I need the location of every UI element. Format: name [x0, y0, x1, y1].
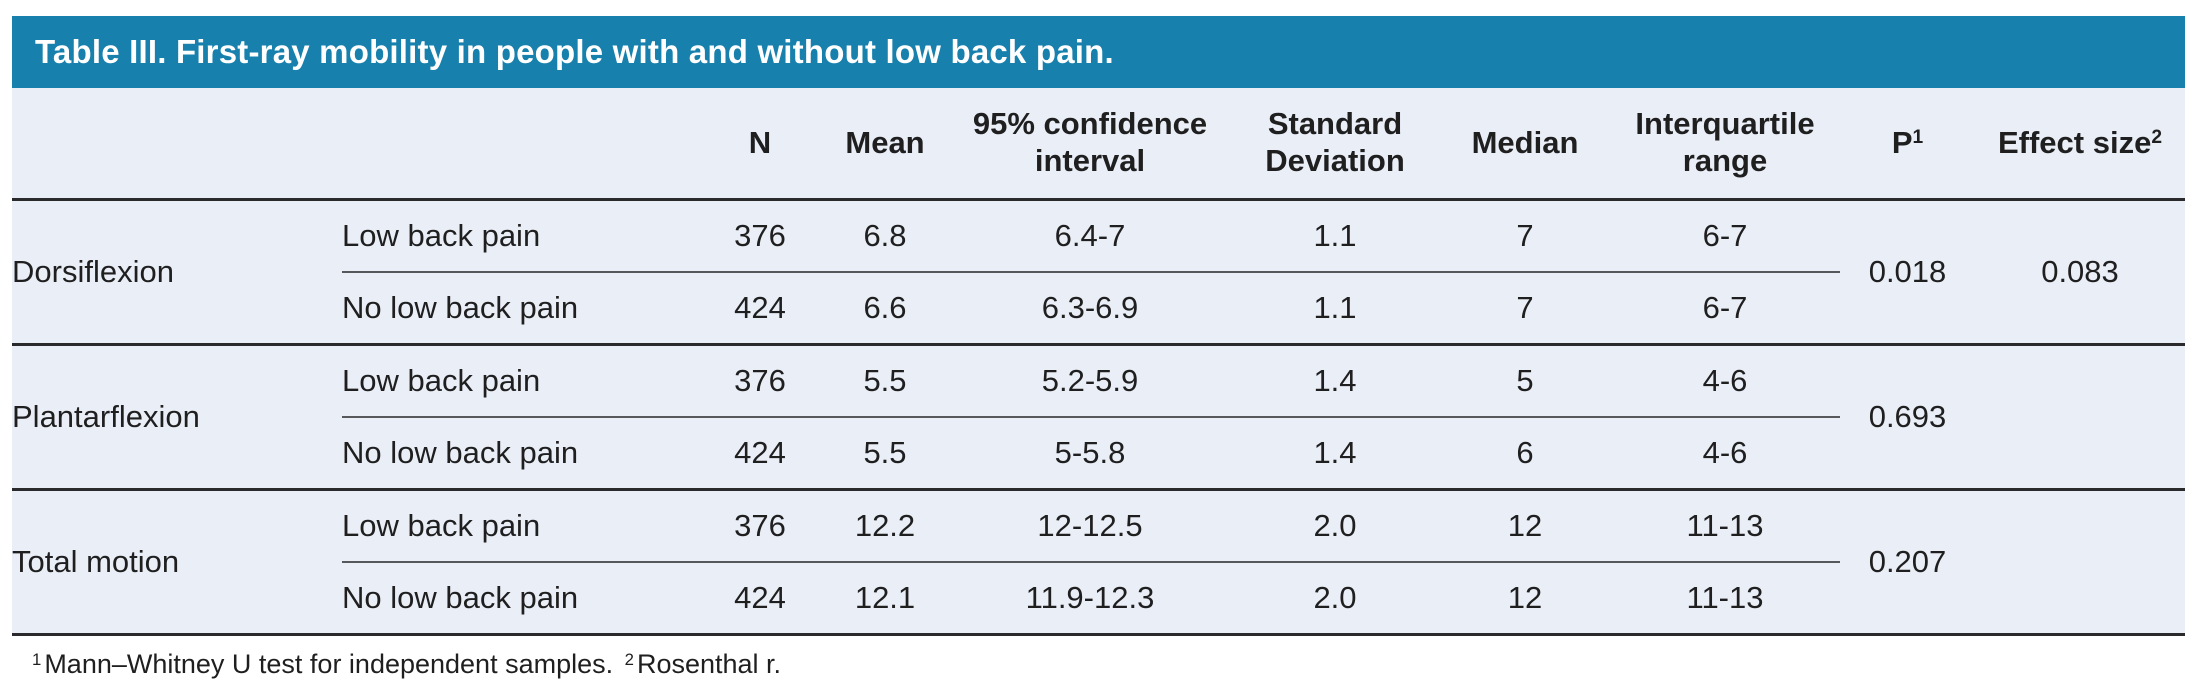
cell-ci: 5.2-5.9 [950, 344, 1230, 418]
footnote-2-superscript: 2 [624, 649, 634, 669]
cell-median: 12 [1440, 562, 1610, 636]
cell-median: 5 [1440, 344, 1610, 418]
cell-sd: 2.0 [1230, 562, 1440, 636]
cell-ci: 12-12.5 [950, 489, 1230, 563]
cell-ci: 6.3-6.9 [950, 272, 1230, 346]
row-group-label-total-motion: Total motion [12, 489, 342, 636]
col-header-effect-label: Effect size [1997, 124, 2152, 160]
col-header-sd: Standard Deviation [1230, 88, 1440, 201]
cell-n: 424 [700, 562, 820, 636]
col-header-p: P1 [1840, 88, 1975, 201]
table-title: Table III. First-ray mobility in people … [35, 33, 1114, 70]
col-header-median: Median [1440, 88, 1610, 201]
cell-ci: 5-5.8 [950, 417, 1230, 491]
cell-median: 7 [1440, 272, 1610, 346]
col-header-ci: 95% confidence interval [950, 88, 1230, 201]
header-spacer-group [342, 88, 700, 201]
stats-table: N Mean 95% confidence interval Standard … [12, 88, 2185, 636]
cell-sd: 1.1 [1230, 272, 1440, 346]
cell-subgroup: No low back pain [342, 562, 700, 636]
table-header-row: N Mean 95% confidence interval Standard … [12, 88, 2185, 201]
cell-ci: 11.9-12.3 [950, 562, 1230, 636]
cell-effect-size [1975, 489, 2185, 636]
cell-mean: 12.1 [820, 562, 950, 636]
cell-mean: 5.5 [820, 344, 950, 418]
cell-median: 7 [1440, 199, 1610, 273]
table-row-total-motion-no-lbp: No low back pain 424 12.1 11.9-12.3 2.0 … [12, 562, 2185, 636]
cell-subgroup: No low back pain [342, 272, 700, 346]
col-header-effect-superscript: 2 [2151, 127, 2163, 149]
cell-n: 376 [700, 199, 820, 273]
cell-subgroup: Low back pain [342, 344, 700, 418]
cell-subgroup: No low back pain [342, 417, 700, 491]
table-row-dorsiflexion-no-lbp: No low back pain 424 6.6 6.3-6.9 1.1 7 6… [12, 272, 2185, 346]
header-spacer-label [12, 88, 342, 201]
cell-iqr: 11-13 [1610, 489, 1840, 563]
cell-mean: 6.8 [820, 199, 950, 273]
cell-sd: 1.1 [1230, 199, 1440, 273]
table-row-plantarflexion-no-lbp: No low back pain 424 5.5 5-5.8 1.4 6 4-6 [12, 417, 2185, 491]
cell-sd: 2.0 [1230, 489, 1440, 563]
cell-n: 424 [700, 272, 820, 346]
table-row-dorsiflexion-lbp: Dorsiflexion Low back pain 376 6.8 6.4-7… [12, 199, 2185, 346]
row-group-label-dorsiflexion: Dorsiflexion [12, 199, 342, 346]
table-figure: Table III. First-ray mobility in people … [12, 16, 2185, 680]
cell-n: 376 [700, 489, 820, 563]
cell-sd: 1.4 [1230, 344, 1440, 418]
cell-ci: 6.4-7 [950, 199, 1230, 273]
cell-subgroup: Low back pain [342, 199, 700, 273]
row-group-label-plantarflexion: Plantarflexion [12, 344, 342, 491]
col-header-iqr: Interquartile range [1610, 88, 1840, 201]
cell-effect-size: 0.083 [1975, 199, 2185, 346]
cell-median: 6 [1440, 417, 1610, 491]
col-header-p-label: P [1891, 124, 1913, 160]
cell-subgroup: Low back pain [342, 489, 700, 563]
cell-p-value: 0.693 [1840, 344, 1975, 491]
table-row-total-motion-lbp: Total motion Low back pain 376 12.2 12-1… [12, 489, 2185, 636]
footnote-1-superscript: 1 [32, 649, 42, 669]
table-row-plantarflexion-lbp: Plantarflexion Low back pain 376 5.5 5.2… [12, 344, 2185, 491]
footnote-2-text: Rosenthal r. [636, 649, 782, 679]
table-title-bar: Table III. First-ray mobility in people … [12, 16, 2185, 88]
col-header-n: N [700, 88, 820, 201]
footnote: 1 Mann–Whitney U test for independent sam… [12, 636, 2185, 680]
cell-effect-size [1975, 344, 2185, 491]
cell-n: 424 [700, 417, 820, 491]
cell-n: 376 [700, 344, 820, 418]
cell-sd: 1.4 [1230, 417, 1440, 491]
col-header-p-superscript: 1 [1912, 127, 1924, 149]
cell-mean: 12.2 [820, 489, 950, 563]
col-header-effect-size: Effect size2 [1975, 88, 2185, 201]
cell-iqr: 6-7 [1610, 199, 1840, 273]
cell-iqr: 6-7 [1610, 272, 1840, 346]
cell-median: 12 [1440, 489, 1610, 563]
col-header-mean: Mean [820, 88, 950, 201]
cell-mean: 6.6 [820, 272, 950, 346]
cell-p-value: 0.018 [1840, 199, 1975, 346]
cell-iqr: 4-6 [1610, 417, 1840, 491]
cell-mean: 5.5 [820, 417, 950, 491]
cell-iqr: 11-13 [1610, 562, 1840, 636]
footnote-1-text: Mann–Whitney U test for independent samp… [44, 649, 614, 679]
cell-iqr: 4-6 [1610, 344, 1840, 418]
cell-p-value: 0.207 [1840, 489, 1975, 636]
